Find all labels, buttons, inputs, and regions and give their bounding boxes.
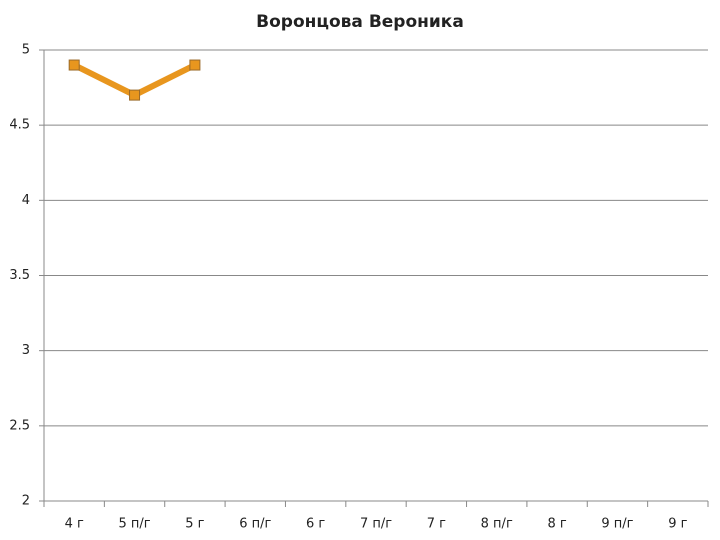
point-marker xyxy=(189,59,201,71)
x-tick-label: 6 п/г xyxy=(239,517,271,532)
x-tick-label: 7 п/г xyxy=(360,517,392,532)
x-tick-label: 9 г xyxy=(668,517,687,532)
x-tick-label: 8 п/г xyxy=(481,517,513,532)
point-marker xyxy=(129,89,141,101)
y-tick-label: 2.5 xyxy=(9,418,30,433)
y-tick-label: 4 xyxy=(22,193,30,208)
x-tick-label: 8 г xyxy=(547,517,566,532)
y-tick-label: 2 xyxy=(22,494,30,509)
point-marker xyxy=(68,59,80,71)
y-tick-label: 5 xyxy=(22,43,30,58)
x-tick-label: 5 п/г xyxy=(118,517,150,532)
chart-title: Воронцова Вероника xyxy=(256,12,464,32)
y-tick-label: 4.5 xyxy=(9,118,30,133)
x-tick-label: 9 п/г xyxy=(601,517,633,532)
y-tick-label: 3 xyxy=(22,343,30,358)
y-tick-label: 3.5 xyxy=(9,268,30,283)
x-tick-label: 5 г xyxy=(185,517,204,532)
x-tick-label: 4 г xyxy=(65,517,84,532)
x-tick-label: 6 г xyxy=(306,517,325,532)
x-tick-label: 7 г xyxy=(427,517,446,532)
